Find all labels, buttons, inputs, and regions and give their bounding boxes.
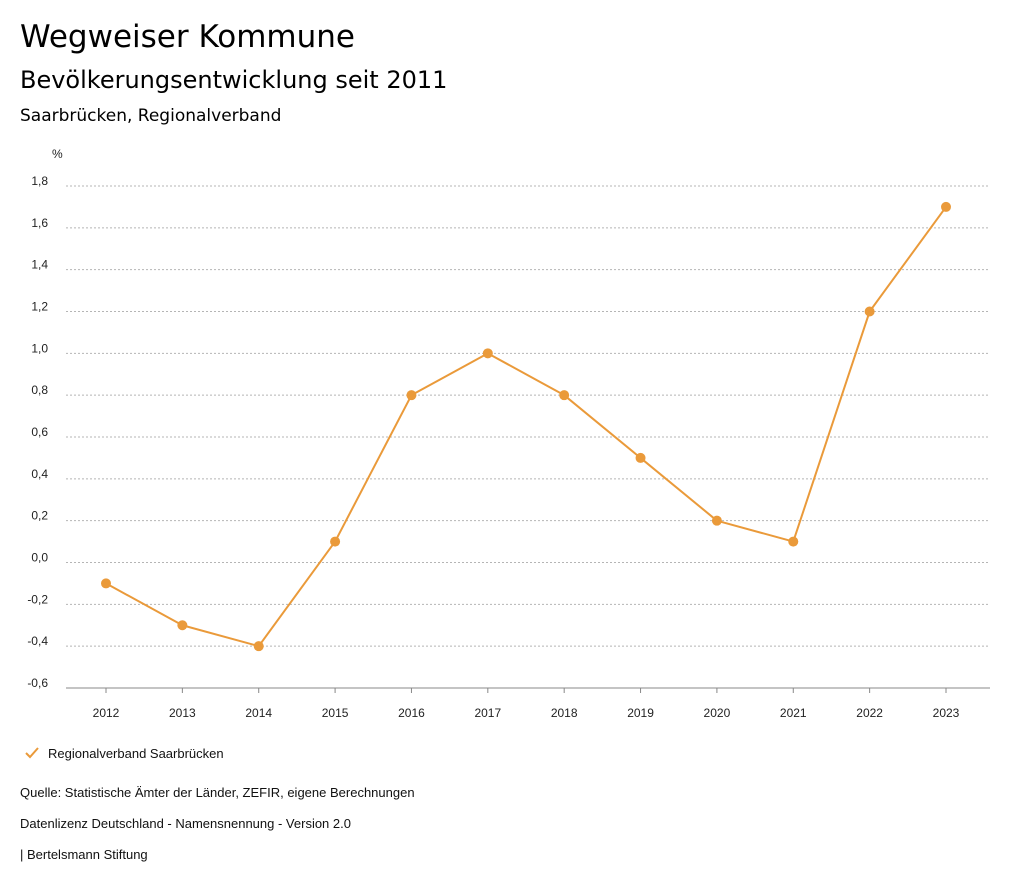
x-tick-label: 2023 bbox=[933, 706, 960, 720]
y-tick-label: 0,8 bbox=[31, 383, 48, 397]
data-point bbox=[101, 578, 111, 589]
x-tick-label: 2017 bbox=[474, 706, 501, 720]
data-point bbox=[864, 306, 875, 317]
series-line bbox=[105, 206, 947, 648]
region-label: Saarbrücken, Regionalverband bbox=[20, 106, 282, 126]
data-point bbox=[482, 348, 493, 359]
y-tick-label: -0,6 bbox=[27, 676, 48, 690]
x-tick-label: 2016 bbox=[398, 706, 425, 720]
x-tick-label: 2021 bbox=[780, 706, 807, 720]
x-tick-label: 2020 bbox=[704, 706, 731, 720]
check-icon bbox=[25, 747, 39, 759]
y-tick-label: 0,0 bbox=[31, 551, 48, 565]
data-point bbox=[330, 536, 341, 547]
data-point bbox=[711, 515, 722, 526]
data-point bbox=[788, 536, 799, 547]
credit-note: | Bertelsmann Stiftung bbox=[20, 847, 148, 862]
y-tick-label: 1,8 bbox=[31, 174, 48, 188]
line-chart: % -0,6 -0,4 -0,2 0,0 0,2 0,4 0,6 0,8 1,0 1,2 1,4 1,6… bbox=[27, 147, 990, 720]
y-tick-label: 1,2 bbox=[31, 300, 48, 314]
data-point bbox=[406, 390, 417, 401]
x-tick-label: 2018 bbox=[551, 706, 578, 720]
y-tick-label: 1,0 bbox=[31, 341, 48, 355]
y-tick-label: -0,2 bbox=[27, 592, 48, 606]
legend-label: Regionalverband Saarbrücken bbox=[48, 745, 224, 761]
y-tick-label: 0,4 bbox=[31, 467, 48, 481]
page-title: Wegweiser Kommune bbox=[20, 19, 355, 55]
y-tick-label: 1,6 bbox=[31, 216, 48, 230]
x-tick-label: 2015 bbox=[322, 706, 349, 720]
y-tick-label: 0,2 bbox=[31, 509, 48, 523]
x-tick-label: 2022 bbox=[856, 706, 883, 720]
page-subtitle: Bevölkerungsentwicklung seit 2011 bbox=[20, 66, 448, 94]
data-point bbox=[559, 390, 570, 401]
source-note: Quelle: Statistische Ämter der Länder, Z… bbox=[20, 785, 415, 800]
x-tick-label: 2013 bbox=[169, 706, 196, 720]
data-point bbox=[635, 452, 646, 463]
y-tick-label: -0,4 bbox=[27, 634, 48, 648]
data-point bbox=[253, 641, 264, 652]
x-tick-label: 2014 bbox=[245, 706, 272, 720]
y-unit-label: % bbox=[52, 147, 63, 161]
x-tick-label: 2019 bbox=[627, 706, 654, 720]
y-tick-label: 0,6 bbox=[31, 425, 48, 439]
legend[interactable]: Regionalverband Saarbrücken bbox=[24, 745, 224, 761]
x-tick-label: 2012 bbox=[93, 706, 120, 720]
license-note: Datenlizenz Deutschland - Namensnennung … bbox=[20, 816, 351, 831]
data-point bbox=[177, 620, 188, 631]
y-tick-label: 1,4 bbox=[31, 258, 48, 272]
data-point bbox=[941, 201, 951, 212]
